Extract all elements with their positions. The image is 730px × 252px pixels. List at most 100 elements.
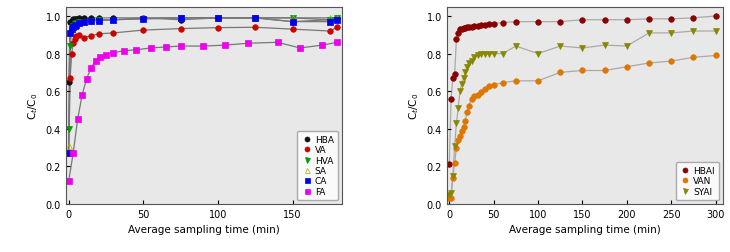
CA <box>176 17 185 20</box>
SA <box>288 17 297 20</box>
SYAI <box>447 191 456 194</box>
HVA <box>64 128 73 131</box>
VA <box>74 34 83 37</box>
FA <box>221 44 230 47</box>
SYAI <box>467 60 476 63</box>
CA <box>72 25 80 28</box>
FA <box>87 67 96 70</box>
Y-axis label: C$_t$/C$_0$: C$_t$/C$_0$ <box>407 92 421 119</box>
SYAI <box>448 175 457 178</box>
HBAI <box>452 38 461 41</box>
CA <box>288 21 297 24</box>
FA <box>318 44 327 47</box>
HBAI <box>458 28 466 32</box>
SA <box>251 17 260 20</box>
SYAI <box>454 107 463 110</box>
VAN <box>452 146 461 149</box>
HBAI <box>470 26 479 29</box>
VAN <box>489 84 498 87</box>
HBAI <box>473 26 482 29</box>
HBA <box>176 19 185 22</box>
VAN <box>459 126 468 129</box>
HBA <box>109 17 118 20</box>
HBA <box>72 18 80 21</box>
VA <box>69 43 77 46</box>
HBAI <box>463 27 472 30</box>
CA <box>64 152 73 155</box>
SYAI <box>458 83 466 86</box>
HVA <box>288 17 297 20</box>
CA <box>326 21 334 24</box>
CA <box>251 17 260 20</box>
HBA <box>66 21 74 24</box>
FA <box>96 57 104 60</box>
X-axis label: Average sampling time (min): Average sampling time (min) <box>128 225 280 234</box>
SYAI <box>463 66 472 69</box>
FA <box>333 42 342 45</box>
HBA <box>67 20 76 23</box>
VAN <box>448 176 457 179</box>
VAN <box>473 94 482 97</box>
VA <box>333 27 342 30</box>
SA <box>70 24 79 27</box>
VAN <box>485 86 493 89</box>
SYAI <box>470 57 479 60</box>
SA <box>333 17 342 20</box>
SYAI <box>489 53 498 56</box>
VAN <box>480 88 489 91</box>
Y-axis label: C$_t$/C$_0$: C$_t$/C$_0$ <box>26 92 40 119</box>
HBAI <box>556 21 564 24</box>
HBAI <box>498 22 507 25</box>
SYAI <box>485 53 493 56</box>
VAN <box>450 162 459 165</box>
HBAI <box>534 21 542 24</box>
VA <box>288 28 297 32</box>
CA <box>66 32 74 35</box>
SYAI <box>450 145 459 148</box>
SYAI <box>464 62 473 65</box>
HBA <box>288 21 297 24</box>
FA <box>199 45 207 48</box>
FA <box>147 47 155 50</box>
HBA <box>74 17 83 20</box>
FA <box>131 49 140 52</box>
SYAI <box>711 30 720 34</box>
SYAI <box>459 77 468 80</box>
VAN <box>600 70 609 73</box>
FA <box>64 180 73 183</box>
VAN <box>578 70 587 73</box>
VAN <box>623 66 631 69</box>
HVA <box>139 18 147 21</box>
VAN <box>711 55 720 58</box>
HBAI <box>600 19 609 22</box>
VAN <box>445 197 453 200</box>
FA <box>77 94 86 97</box>
HBAI <box>645 18 653 21</box>
HVA <box>109 19 118 22</box>
HBAI <box>689 17 698 20</box>
VAN <box>556 72 564 75</box>
HVA <box>333 17 342 20</box>
SYAI <box>578 47 587 50</box>
VA <box>80 37 88 40</box>
Line: SA: SA <box>66 16 340 149</box>
FA <box>176 45 185 48</box>
Legend: HBA, VA, HVA, SA, CA, FA: HBA, VA, HVA, SA, CA, FA <box>297 131 338 201</box>
SYAI <box>689 30 698 34</box>
HBA <box>70 18 79 21</box>
HBAI <box>448 77 457 80</box>
FA <box>296 47 304 50</box>
Line: CA: CA <box>66 16 340 156</box>
SYAI <box>512 45 520 48</box>
VAN <box>689 57 698 60</box>
FA <box>82 78 91 81</box>
HVA <box>326 19 334 22</box>
VAN <box>645 62 653 65</box>
SA <box>94 19 103 22</box>
HBAI <box>445 163 453 166</box>
SYAI <box>645 32 653 35</box>
X-axis label: Average sampling time (min): Average sampling time (min) <box>509 225 661 234</box>
VA <box>66 77 74 80</box>
VAN <box>447 197 456 200</box>
Legend: HBAI, VAN, SYAI: HBAI, VAN, SYAI <box>676 162 719 201</box>
